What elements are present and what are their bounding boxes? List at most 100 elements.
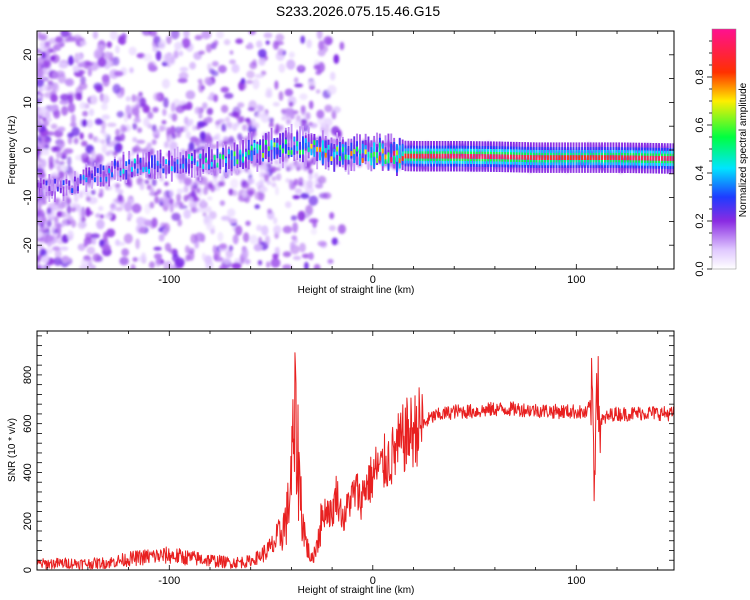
spectrogram-ridge-cell (279, 133, 282, 149)
spectrogram-noise-blob (42, 83, 48, 92)
spectrogram-haze-blob (41, 195, 47, 202)
spectrogram-ridge-cell (236, 148, 239, 164)
spectrogram-haze-blob (61, 152, 67, 158)
spectrogram-ridge-cell (182, 163, 185, 169)
spectrogram-ridge-cell (284, 139, 287, 145)
spectrogram-haze-blob (283, 155, 289, 163)
spectrogram-noise-blob (308, 218, 319, 224)
spectrogram-noise-blob (291, 235, 298, 241)
spectrogram-haze-blob (295, 114, 301, 122)
spectrogram-ridge-cell (435, 153, 438, 159)
spectrogram-ridge-cell (584, 155, 586, 160)
spectrogram-ridge-cell (85, 167, 88, 178)
spectrogram-noise-blob (162, 108, 167, 117)
spectrogram-ridge-cell (381, 148, 384, 154)
spectrogram-noise-blob (37, 34, 47, 41)
spectrogram-haze-blob (107, 211, 113, 217)
spectrogram-noise-blob (223, 257, 231, 264)
spectrogram-ticks (37, 30, 674, 270)
spectrogram-haze-blob (95, 138, 101, 143)
spectrogram-noise-blob (286, 59, 296, 70)
spectrogram-noise-blob (152, 45, 158, 53)
spectrogram-ridge-cell (618, 155, 621, 161)
spectrogram-ridge-cell (347, 155, 350, 160)
spectrogram-noise-blob (308, 252, 314, 260)
spectrogram-ridge-cell (344, 145, 347, 155)
spectrogram-noise-blob (89, 94, 98, 105)
spectrogram-ridge-cell (273, 143, 276, 159)
spectrogram-ridge-cell (378, 155, 381, 161)
spectrogram-ridge-cell (242, 140, 244, 161)
spectrogram-noise-blob (265, 40, 270, 45)
spectrogram-ridge-cell (193, 158, 196, 164)
spectrogram-ridge-cell (370, 153, 373, 158)
spectrogram-ridge-cell (99, 164, 102, 174)
spectrogram-ridge-cell (296, 141, 299, 147)
spectrogram-ridge-cell (350, 151, 353, 156)
snr-panel: -100 0 100 0 200 400 600 800 Height of straigh… (7, 330, 675, 596)
spectrogram-noise-blob (205, 206, 212, 213)
spectrogram-ridge-cell (128, 159, 131, 165)
spectrogram-haze-blob (132, 137, 138, 143)
spectrogram-noise-blob (52, 45, 57, 54)
spectrogram-haze-blob (293, 110, 299, 115)
spectrogram-noise-blob (79, 101, 87, 110)
spectrogram-ridge-cell (239, 151, 242, 161)
spectrogram-noise-blob (92, 253, 101, 263)
spectrogram-ridge-cell (304, 138, 307, 149)
spectrogram-noise-blob (313, 172, 319, 180)
spectrogram-noise-blob (165, 35, 172, 45)
spectrogram-haze-blob (171, 133, 177, 140)
spectrogram-haze-blob (49, 162, 55, 169)
spectrogram-ridge-cell (76, 186, 79, 192)
spectrogram-ridge-cell (666, 156, 669, 161)
spectrogram-haze-blob (132, 122, 138, 130)
spectrogram-noise-blob (213, 94, 219, 103)
spectrogram-noise-blob (306, 179, 314, 189)
spectrogram-ridge-cell (581, 155, 584, 160)
spectrogram-ridge-cell (173, 167, 176, 173)
spectrogram-ridge-cell (199, 158, 202, 168)
spectrogram-noise-blob (161, 78, 171, 89)
spectrogram-haze-blob (288, 101, 294, 107)
spectrogram-haze-blob (178, 202, 184, 207)
spectrogram-ridge-cell (547, 155, 549, 160)
spectrogram-haze-blob (115, 128, 121, 137)
spectrogram-ridge-cell (339, 142, 341, 158)
spectrogram-haze-blob (73, 137, 79, 145)
spectrogram-noise-blob (299, 93, 308, 100)
spectrogram-ridge-cell (168, 150, 170, 166)
spectrogram-noise-blob (202, 102, 208, 110)
spectrogram-ridge-cell (37, 182, 39, 188)
spectrogram-noise-blob (248, 31, 256, 35)
spectrogram-noise-blob (40, 159, 47, 168)
spectrogram-heat-layer (37, 31, 674, 269)
spectrogram-ridge-cell (142, 167, 145, 172)
spectrogram-ridge-cell (193, 152, 196, 162)
spectrogram-noise-blob (178, 50, 184, 57)
spectrogram-haze-blob (281, 116, 287, 121)
spectrogram-noise-blob (238, 81, 247, 91)
spectrogram-ridge-cell (578, 155, 581, 160)
spectrogram-ridge-cell (99, 177, 102, 182)
spectrogram-ridge-cell (199, 153, 202, 159)
snr-y-tick-label: 800 (22, 366, 34, 384)
spectrogram-ridge-cell (151, 155, 153, 161)
spectrogram-noise-blob (282, 225, 293, 234)
spectrogram-haze-blob (268, 117, 274, 123)
spectrogram-ridge-cell (541, 155, 544, 160)
spectrogram-haze-blob (195, 187, 201, 194)
spectrogram-haze-blob (254, 122, 260, 129)
spectrogram-ridge-cell (208, 147, 210, 163)
spectrogram-noise-blob (189, 61, 197, 70)
spectrogram-haze-blob (146, 142, 152, 149)
spectrogram-ridge-cell (558, 155, 561, 160)
spectrogram-noise-blob (211, 60, 219, 67)
snr-ticks (37, 331, 674, 571)
spectrogram-noise-blob (205, 43, 212, 53)
spectrogram-ridge-cell (142, 157, 145, 167)
spectrogram-ridge-cell (96, 176, 99, 186)
spectrogram-noise-blob (217, 231, 224, 242)
spectrogram-noise-blob (206, 107, 214, 116)
spectrogram-haze-blob (159, 197, 165, 202)
